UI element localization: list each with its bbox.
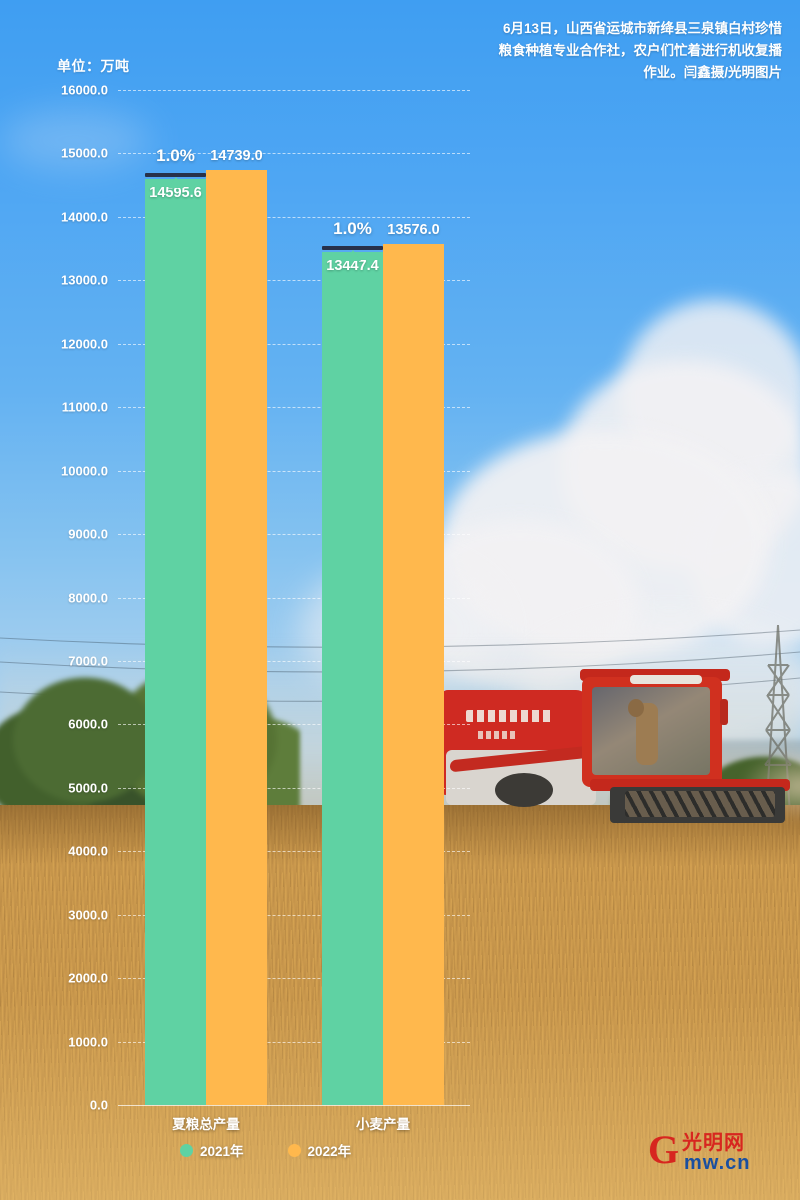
y-axis-tick-label: 15000.0 [61,145,108,161]
gridline [118,407,470,409]
guangming-logo[interactable]: G 光明网 mw.cn [648,1128,788,1178]
y-axis-tick-label: 3000.0 [68,907,108,923]
gridline [118,914,470,916]
harvester-driver [636,703,658,765]
growth-up-arrow-icon [344,249,361,261]
harvester-lights [630,675,702,684]
legend-label-2022: 2022年 [307,1144,352,1159]
caption-line-3: 作业。闫鑫摄/光明图片 [643,65,782,80]
caption-line-1: 6月13日，山西省运城市新绛县三泉镇白村珍惜 [502,21,782,36]
y-axis-tick-label: 1000.0 [68,1034,108,1050]
legend-item-2021[interactable]: 2021年 [180,1140,244,1160]
y-axis-tick-label: 6000.0 [68,716,108,732]
harvester-reel [625,791,775,817]
caption-line-2: 粮食种植专业合作社，农户们忙着进行机收复播 [498,43,783,58]
gridline [118,851,470,853]
y-axis-tick-label: 0.0 [89,1097,108,1113]
harvester-wheel [495,773,553,807]
logo-chinese-text: 光明网 [682,1132,745,1154]
category-label-夏粮总产量: 夏粮总产量 [172,1117,240,1132]
gridline [118,787,470,789]
gridline [118,534,470,536]
cloud [0,110,150,170]
growth-cap-line [145,173,206,178]
gridline [118,90,470,91]
gridline [118,724,470,726]
gridline [118,978,470,980]
growth-percent-label: 1.0% [156,146,195,166]
gridline [118,153,470,155]
y-axis-tick-label: 10000.0 [61,463,108,479]
bar-value-label: 14595.6 [149,185,202,202]
gridline [118,597,470,599]
legend-swatch-2022 [287,1143,301,1157]
gridline [118,1041,470,1043]
y-axis-tick-label: 12000.0 [61,336,108,352]
bar-2022年-夏粮总产量[interactable]: 14739.0 [206,148,267,1105]
gridline [118,343,470,345]
y-axis-tick-label: 5000.0 [68,780,108,796]
gridline [118,280,470,282]
legend-item-2022[interactable]: 2022年 [287,1140,352,1160]
bar-2021年-夏粮总产量[interactable]: 14595.6 [145,179,206,1105]
bar-value-label: 14739.0 [210,148,263,164]
bar-2021年-小麦产量[interactable]: 13447.4 [322,251,383,1105]
y-axis-tick-label: 16000.0 [61,82,108,98]
growth-up-arrow-icon [167,177,184,189]
y-axis-tick-label: 13000.0 [61,272,108,288]
y-axis-tick-label: 4000.0 [68,843,108,859]
legend-swatch-2021 [180,1143,193,1157]
logo-g-mark: G [648,1127,680,1172]
bar-2022年-小麦产量[interactable]: 13576.0 [383,222,444,1105]
category-label-小麦产量: 小麦产量 [356,1117,410,1132]
bar-value-label: 13576.0 [387,221,440,238]
combine-harvester [440,655,800,830]
gridline [118,660,470,662]
harvester-mirror [720,699,728,725]
y-axis-tick-label: 11000.0 [61,399,108,415]
growth-percent-label: 1.0% [333,218,372,238]
x-axis-line [118,1105,470,1106]
harvester-model-text [478,731,518,739]
legend-label-2021: 2021年 [200,1144,244,1159]
y-axis-tick-label: 9000.0 [68,526,108,542]
chart-legend: 2021年 2022年 [180,1140,387,1160]
gridline [118,470,470,472]
y-axis-tick-label: 2000.0 [68,970,108,986]
y-axis-tick-label: 7000.0 [68,653,108,669]
y-axis-tick-label: 8000.0 [68,590,108,605]
gridline [118,216,470,218]
harvester-brand-text [466,710,552,722]
bar-value-label: 13447.4 [326,257,379,274]
y-axis-tick-label: 14000.0 [61,209,108,225]
photo-caption: 6月13日，山西省运城市新绛县三泉镇白村珍惜 粮食种植专业合作社，农户们忙着进行… [412,18,783,84]
logo-domain-text: mw.cn [684,1152,751,1174]
growth-cap-line [322,245,383,250]
y-axis-unit-label: 单位：万吨 [57,58,130,74]
harvester-driver-head [628,699,644,717]
